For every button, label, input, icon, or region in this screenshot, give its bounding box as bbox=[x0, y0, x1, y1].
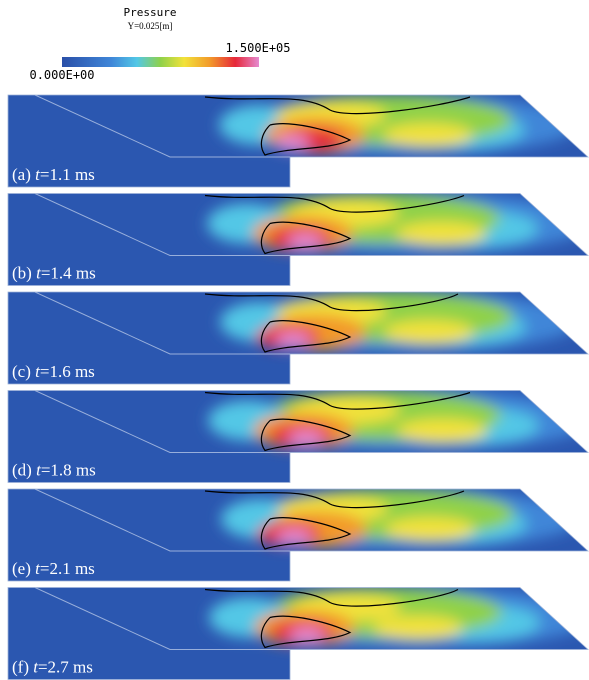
colorbar-title: Pressure bbox=[124, 6, 177, 19]
panel-label: (e) t=2.1 ms bbox=[12, 559, 95, 578]
panel-letter: (e) bbox=[12, 559, 31, 578]
panel-label: (d) t=1.8 ms bbox=[12, 461, 96, 480]
panel-label: (c) t=1.6 ms bbox=[12, 362, 95, 381]
panel-time: =1.6 ms bbox=[40, 362, 95, 381]
figure: Pressure Y=0.025[m] 1.500E+05 0.000E+00 … bbox=[0, 0, 589, 680]
contour-panel bbox=[8, 588, 589, 680]
contour-panel bbox=[8, 95, 588, 187]
contour-panel bbox=[8, 292, 588, 384]
colorbar-max-label: 1.500E+05 bbox=[225, 41, 290, 55]
panel-letter: (b) bbox=[12, 264, 32, 283]
panel-time: =1.8 ms bbox=[41, 461, 96, 480]
pressure-blob bbox=[373, 616, 463, 640]
pressure-blob bbox=[384, 320, 474, 344]
pressure-blob bbox=[397, 419, 487, 443]
panel-time: =1.1 ms bbox=[40, 165, 95, 184]
panel-time: =1.4 ms bbox=[41, 264, 96, 283]
pressure-blob bbox=[385, 517, 475, 541]
panel-letter: (a) bbox=[12, 165, 31, 184]
colorbar-min-label: 0.000E+00 bbox=[29, 68, 94, 82]
colorbar bbox=[62, 57, 259, 67]
panel-label: (f) t=2.7 ms bbox=[12, 658, 93, 677]
panel-label: (b) t=1.4 ms bbox=[12, 264, 96, 283]
colorbar-subtitle: Y=0.025[m] bbox=[128, 21, 173, 31]
panel-letter: (f) bbox=[12, 658, 29, 677]
panel-letter: (c) bbox=[12, 362, 31, 381]
panel-time: =2.1 ms bbox=[40, 559, 95, 578]
panel-label: (a) t=1.1 ms bbox=[12, 165, 95, 184]
contour-panel bbox=[8, 489, 588, 581]
panel-letter: (d) bbox=[12, 461, 32, 480]
pressure-blob bbox=[396, 222, 486, 246]
pressure-blob bbox=[383, 123, 473, 147]
panel-time: =2.7 ms bbox=[38, 658, 93, 677]
